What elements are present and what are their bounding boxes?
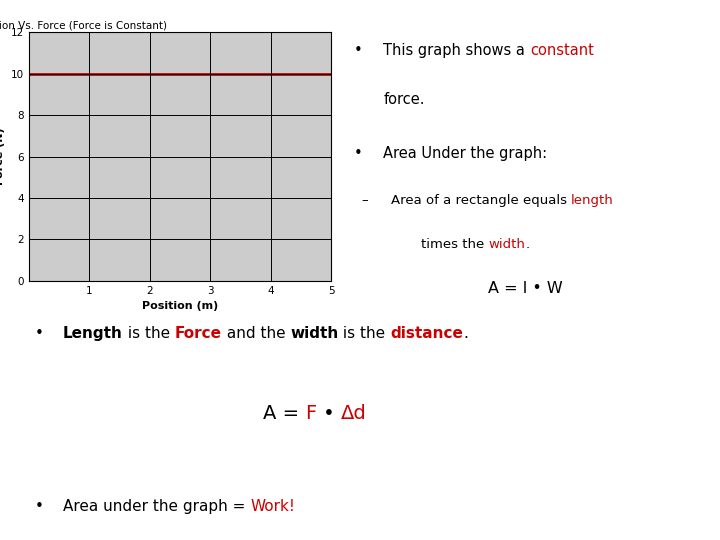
Text: •: • [354,43,362,58]
Text: times the: times the [420,238,488,251]
Text: Force: Force [175,326,222,341]
Y-axis label: Force (N): Force (N) [0,128,5,185]
Text: is the: is the [338,326,390,341]
Text: distance: distance [390,326,463,341]
Text: Area Under the graph:: Area Under the graph: [383,146,547,161]
Text: A =: A = [264,404,305,423]
Text: Position Vs. Force (Force is Constant): Position Vs. Force (Force is Constant) [0,20,167,30]
Text: constant: constant [530,43,594,58]
Text: .: . [463,326,468,341]
Text: A = l • W: A = l • W [488,281,563,296]
Text: is the: is the [122,326,175,341]
Text: •: • [354,146,362,161]
Text: Length: Length [63,326,122,341]
Text: width: width [488,238,525,251]
Text: length: length [571,194,614,207]
Text: force.: force. [383,92,425,107]
Text: F: F [305,404,317,423]
X-axis label: Position (m): Position (m) [142,301,218,311]
Text: and the: and the [222,326,290,341]
Text: Area under the graph =: Area under the graph = [63,499,250,514]
Text: –: – [361,194,367,207]
Text: Work!: Work! [250,499,295,514]
Text: Δd: Δd [341,404,366,423]
Text: width: width [290,326,338,341]
Text: .: . [525,238,529,251]
Text: •: • [35,499,44,514]
Text: This graph shows a: This graph shows a [383,43,530,58]
Text: Area of a rectangle equals: Area of a rectangle equals [391,194,571,207]
Text: •: • [317,404,341,423]
Text: •: • [35,326,44,341]
